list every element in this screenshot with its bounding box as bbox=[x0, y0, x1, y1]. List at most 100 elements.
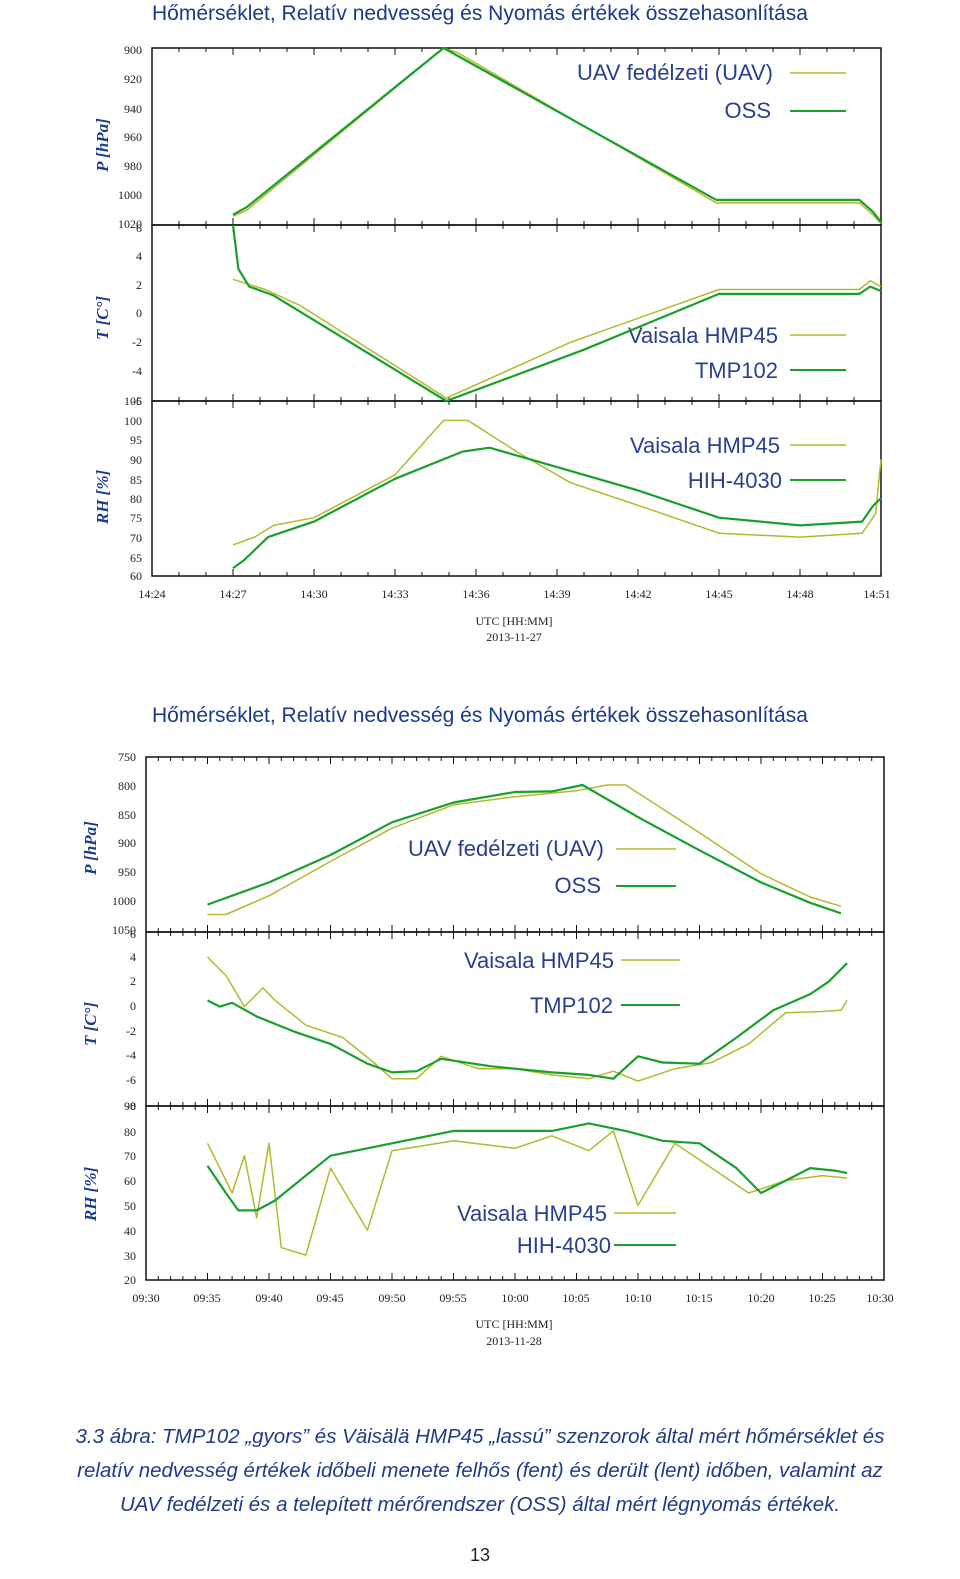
f1-t-ytick: 0 bbox=[136, 306, 142, 320]
f1-legend-oss: OSS bbox=[725, 98, 771, 123]
f1-legend-tmp102: TMP102 bbox=[695, 358, 778, 383]
f1-rh-ylabel: RH [%] bbox=[93, 470, 112, 526]
series-line-vaisala-hmp45 bbox=[232, 419, 882, 546]
f2-t-ytick: 0 bbox=[130, 999, 136, 1013]
series-line-oss bbox=[232, 46, 882, 223]
f1-legend-vaisala-t: Vaisala HMP45 bbox=[628, 323, 778, 348]
f1-p-ytick: 1020 bbox=[118, 217, 142, 231]
f2-rh-ytick: 70 bbox=[124, 1149, 136, 1163]
f2-legend-vaisala-rh: Vaisala HMP45 bbox=[457, 1201, 607, 1226]
f1-date: 2013-11-27 bbox=[486, 630, 542, 644]
figure1-title: Hőmérséklet, Relatív nedvesség és Nyomás… bbox=[152, 2, 808, 25]
series-line-vaisala-hmp45 bbox=[232, 278, 882, 399]
figure1-panel-rh-frame bbox=[151, 400, 882, 577]
f1-xtick: 14:51 bbox=[863, 587, 890, 601]
f1-rh-ytick: 80 bbox=[130, 492, 142, 506]
f2-p-ytick: 1000 bbox=[112, 894, 136, 908]
series-line-vaisala-hmp45 bbox=[206, 956, 848, 1082]
f2-rh-ytick: 90 bbox=[124, 1099, 136, 1113]
f2-rh-ytick: 60 bbox=[124, 1174, 136, 1188]
f2-t-ylabel: T [C°] bbox=[81, 1002, 100, 1046]
f2-p-ytick: 750 bbox=[118, 750, 136, 764]
f1-rh-ytick: 85 bbox=[130, 473, 142, 487]
caption-line-1: 3.3 ábra: TMP102 „gyors” és Väisälä HMP4… bbox=[75, 1425, 885, 1448]
figure2-chart: 750 800 850 900 950 1000 1050 6 4 2 0 -2… bbox=[81, 750, 894, 1348]
figure2-series bbox=[206, 783, 848, 1256]
f1-xtick: 14:33 bbox=[381, 587, 408, 601]
f1-p-ytick: 980 bbox=[124, 159, 142, 173]
figure1-series bbox=[231, 46, 882, 570]
f2-legend-uav: UAV fedélzeti (UAV) bbox=[408, 836, 604, 861]
f2-date: 2013-11-28 bbox=[486, 1334, 542, 1348]
f1-xtick: 14:45 bbox=[705, 587, 732, 601]
f2-p-ytick: 850 bbox=[118, 808, 136, 822]
figure2-panel-rh-frame bbox=[145, 1105, 885, 1281]
f1-t-ytick: -4 bbox=[132, 364, 142, 378]
f2-legend-vaisala-t: Vaisala HMP45 bbox=[464, 948, 614, 973]
f2-rh-ytick: 80 bbox=[124, 1125, 136, 1139]
series-line-oss bbox=[207, 783, 842, 915]
f1-xlabel: UTC [HH:MM] bbox=[476, 614, 553, 628]
f1-p-ytick: 940 bbox=[124, 102, 142, 116]
f1-xtick: 14:36 bbox=[462, 587, 489, 601]
series-line-tmp102 bbox=[207, 962, 848, 1080]
f2-xlabel: UTC [HH:MM] bbox=[476, 1317, 553, 1331]
f2-rh-ytick: 40 bbox=[124, 1224, 136, 1238]
f2-xtick: 09:45 bbox=[316, 1291, 343, 1305]
f2-xtick: 10:15 bbox=[685, 1291, 712, 1305]
f2-p-ylabel: P [hPa] bbox=[81, 821, 100, 876]
f2-xtick: 09:40 bbox=[255, 1291, 282, 1305]
f1-xtick: 14:39 bbox=[543, 587, 570, 601]
f2-xtick: 10:20 bbox=[747, 1291, 774, 1305]
figure2-ticks bbox=[145, 757, 885, 1280]
f2-xtick: 10:30 bbox=[866, 1291, 893, 1305]
f2-xtick: 09:50 bbox=[378, 1291, 405, 1305]
f1-legend-uav: UAV fedélzeti (UAV) bbox=[577, 60, 773, 85]
f2-legend-oss: OSS bbox=[555, 873, 601, 898]
series-line-vaisala-hmp45 bbox=[206, 1130, 848, 1256]
f2-p-ytick: 900 bbox=[118, 836, 136, 850]
f1-xtick: 14:42 bbox=[624, 587, 651, 601]
f1-p-ytick: 920 bbox=[124, 72, 142, 86]
f1-rh-ytick: 75 bbox=[130, 511, 142, 525]
f1-xtick: 14:24 bbox=[138, 587, 165, 601]
f1-xtick: 14:48 bbox=[786, 587, 813, 601]
f1-rh-ytick: 60 bbox=[130, 569, 142, 583]
f1-t-ytick: 6 bbox=[136, 221, 142, 235]
f1-xtick: 14:30 bbox=[300, 587, 327, 601]
f1-t-ytick: 4 bbox=[136, 249, 142, 263]
f1-rh-ytick: 70 bbox=[130, 531, 142, 545]
f2-p-ytick: 1050 bbox=[112, 923, 136, 937]
f1-t-ytick: -2 bbox=[132, 335, 142, 349]
f2-legend-hih: HIH-4030 bbox=[517, 1233, 611, 1258]
f1-legend-hih: HIH-4030 bbox=[688, 468, 782, 493]
f2-rh-ylabel: RH [%] bbox=[81, 1167, 100, 1223]
f2-t-ytick: 2 bbox=[130, 974, 136, 988]
f2-xtick: 10:00 bbox=[501, 1291, 528, 1305]
f2-xtick: 10:10 bbox=[624, 1291, 651, 1305]
f1-t-ylabel: T [C°] bbox=[93, 296, 112, 340]
f2-rh-ytick: 50 bbox=[124, 1199, 136, 1213]
f1-xtick: 14:27 bbox=[219, 587, 246, 601]
f1-p-ylabel: P [hPa] bbox=[93, 118, 112, 173]
figure2-title: Hőmérséklet, Relatív nedvesség és Nyomás… bbox=[152, 704, 808, 727]
f2-p-ytick: 950 bbox=[118, 865, 136, 879]
f1-rh-ytick: 65 bbox=[130, 551, 142, 565]
f2-xtick: 09:55 bbox=[439, 1291, 466, 1305]
figure1-ticks bbox=[151, 48, 882, 576]
series-line-hih-4030 bbox=[232, 446, 882, 570]
f1-p-ytick: 900 bbox=[124, 43, 142, 57]
f2-rh-ytick: 20 bbox=[124, 1273, 136, 1287]
caption-line-3: UAV fedélzeti és a telepített mérőrendsz… bbox=[119, 1493, 841, 1516]
f2-t-ytick: -2 bbox=[126, 1024, 136, 1038]
f1-rh-ytick: 90 bbox=[130, 453, 142, 467]
f2-xtick: 09:35 bbox=[193, 1291, 220, 1305]
f1-t-ytick: -6 bbox=[132, 394, 142, 408]
f2-rh-ytick: 30 bbox=[124, 1249, 136, 1263]
series-line-uav-fed-lzeti-uav- bbox=[207, 784, 842, 916]
f1-legend-vaisala-rh: Vaisala HMP45 bbox=[630, 433, 780, 458]
f2-t-ytick: -6 bbox=[126, 1073, 136, 1087]
f1-p-ytick: 1000 bbox=[118, 188, 142, 202]
f1-rh-ytick: 105 bbox=[124, 394, 142, 408]
figure-caption: 3.3 ábra: TMP102 „gyors” és Väisälä HMP4… bbox=[0, 1420, 960, 1522]
